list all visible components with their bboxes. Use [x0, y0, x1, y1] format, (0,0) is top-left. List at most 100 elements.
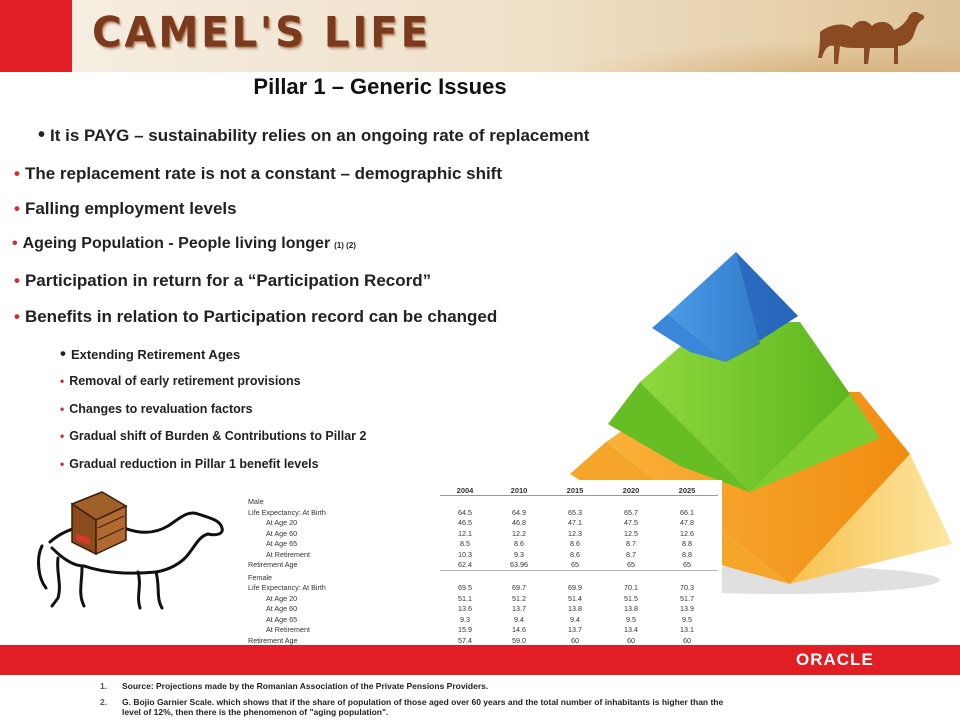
- table-year-header: 2010: [510, 486, 528, 495]
- table-cell: 65: [683, 560, 691, 569]
- bullet-participation: • Participation in return for a “Particip…: [14, 271, 431, 291]
- bullet-text: Benefits in relation to Participation re…: [24, 307, 498, 326]
- table-cell: 13.6: [458, 604, 472, 613]
- table-cell: 12.2: [512, 528, 526, 538]
- table-cell: 8.7: [626, 539, 636, 548]
- pillars-pyramid-graphic: [570, 252, 952, 594]
- table-row-label: At Age 65: [266, 614, 298, 624]
- bullet-dot-icon: •: [38, 124, 46, 146]
- table-row: At Age 20 46.5 46.8 47.1 47.5 47.8: [248, 518, 718, 527]
- sub-bullet-text: Changes to revaluation factors: [69, 402, 253, 416]
- table-row-label: Life Expectancy: At Birth: [248, 507, 326, 517]
- bullet-employment: • Falling employment levels: [14, 199, 237, 219]
- table-row-label: At Age 20: [266, 518, 298, 527]
- table-cell: 51.1: [458, 593, 472, 603]
- bullet-dot-icon: •: [60, 374, 65, 388]
- bullet-ageing-population: • Ageing Population - People living longe…: [12, 235, 356, 253]
- table-row: At Age 20 51.1 51.2 51.4 51.5 51.7: [248, 594, 718, 603]
- table-cell: 65: [627, 560, 635, 569]
- table-cell: 59.0: [512, 635, 526, 645]
- table-cell: 64.9: [512, 507, 526, 517]
- table-cell: 9.5: [626, 614, 636, 624]
- table-cell: 65: [571, 560, 579, 569]
- table-cell: 8.6: [514, 539, 524, 548]
- table-cell: 8.6: [570, 539, 580, 548]
- table-cell: 9.3: [514, 549, 524, 559]
- bullet-dot-icon: •: [14, 307, 20, 326]
- table-cell: 46.8: [512, 518, 526, 527]
- table-cell: 13.8: [624, 604, 638, 613]
- bullet-dot-icon: •: [60, 457, 65, 471]
- bullet-dot-icon: •: [60, 429, 65, 443]
- table-cell: 51.5: [624, 593, 638, 603]
- table-row-label: Retirement Age: [248, 560, 298, 569]
- table-cell: 46.5: [458, 518, 472, 527]
- sub-bullet-shift-burden: • Gradual shift of Burden & Contributions…: [60, 429, 366, 443]
- footnote-number: 2.: [100, 697, 108, 707]
- table-header-rule: [440, 495, 718, 496]
- table-cell: 12.5: [624, 528, 638, 538]
- table-cell: 9.3: [460, 614, 470, 624]
- table-cell: 65.7: [624, 507, 638, 517]
- table-row: Retirement Age 57.4 59.0 60 60 60: [248, 636, 718, 645]
- table-row: Retirement Age 62.4 63.96 65 65 65: [248, 560, 718, 569]
- bullet-text: Falling employment levels: [24, 199, 237, 218]
- table-row-label: At Age 60: [266, 604, 298, 613]
- table-cell: 9.4: [514, 614, 524, 624]
- table-cell: 69.7: [512, 583, 526, 592]
- life-expectancy-table: 2004 2010 2015 2020 2025 Male Life Expectancy:…: [244, 480, 722, 646]
- sub-bullet-text: Extending Retirement Ages: [70, 347, 241, 362]
- camel-silhouette-icon: [818, 11, 925, 64]
- table-row-label: At Age 60: [266, 528, 298, 538]
- table-cell: 13.7: [568, 625, 582, 634]
- oracle-logo: ORACLE: [796, 650, 874, 669]
- table-cell: 66.1: [680, 507, 694, 517]
- table-row: At Age 60 13.6 13.7 13.8 13.8 13.9: [248, 604, 718, 613]
- sub-bullet-benefit-reduction: • Gradual reduction in Pillar 1 benefit l…: [60, 457, 319, 471]
- bullet-dot-icon: •: [14, 271, 20, 290]
- table-row: At Age 60 12.1 12.2 12.3 12.5 12.6: [248, 529, 718, 538]
- table-row: At Age 65 9.3 9.4 9.4 9.5 9.5: [248, 615, 718, 624]
- table-year-header: 2025: [678, 486, 696, 495]
- bullet-dot-icon: •: [14, 199, 20, 218]
- table-group-title: Male: [248, 497, 264, 506]
- table-cell: 13.9: [680, 604, 694, 613]
- camel-with-crate-icon: [37, 491, 224, 610]
- bullet-dot-icon: •: [60, 344, 66, 363]
- bullet-replacement-rate: • The replacement rate is not a constant …: [14, 164, 502, 184]
- header-banner: CAMEL'S LIFE: [0, 0, 960, 72]
- table-row: At Retirement 10.3 9.3 8.6 8.7 8.8: [248, 550, 718, 559]
- bullet-text: Ageing Population - People living longer: [22, 235, 331, 252]
- table-cell: 70.1: [624, 583, 638, 592]
- table-cell: 12.6: [680, 528, 694, 538]
- table-cell: 69.5: [458, 583, 472, 592]
- table-cell: 60: [683, 635, 691, 645]
- header-logo-title: CAMEL'S LIFE: [92, 8, 431, 58]
- table-year-header: 2004: [456, 486, 474, 495]
- sub-bullet-early-retirement: • Removal of early retirement provisions: [60, 374, 301, 388]
- table-cell: 65.3: [568, 507, 582, 517]
- footnote-number: 1.: [100, 681, 108, 691]
- table-cell: 8.7: [626, 549, 636, 559]
- table-cell: 12.1: [458, 528, 472, 538]
- table-cell: 57.4: [458, 635, 472, 645]
- table-group-title: Female: [248, 572, 272, 582]
- table-cell: 51.2: [512, 593, 526, 603]
- footnote-refs: (1) (2): [334, 241, 356, 250]
- table-cell: 15.9: [458, 625, 472, 634]
- footnote-source: Source: Projections made by the Romanian…: [122, 681, 489, 691]
- sub-bullet-text: Removal of early retirement provisions: [69, 374, 301, 388]
- table-row: At Age 65 8.5 8.6 8.6 8.7 8.8: [248, 539, 718, 548]
- bullet-text: It is PAYG – sustainability relies on an…: [50, 126, 590, 145]
- sub-bullet-text: Gradual shift of Burden & Contributions …: [69, 429, 367, 443]
- table-row-label: Life Expectancy: At Birth: [248, 583, 326, 592]
- table-cell: 51.4: [568, 593, 582, 603]
- table-cell: 8.8: [682, 539, 692, 548]
- pyramid-tier-middle: [640, 322, 850, 492]
- sub-bullet-retirement-ages: • Extending Retirement Ages: [60, 344, 240, 364]
- footnote-scale: G. Bojio Garnier Scale. which shows that…: [122, 697, 724, 717]
- table-cell: 10.3: [458, 549, 472, 559]
- bullet-payg: • It is PAYG – sustainability relies on a…: [38, 124, 589, 147]
- table-cell: 64.5: [458, 507, 472, 517]
- table-cell: 8.5: [460, 539, 470, 548]
